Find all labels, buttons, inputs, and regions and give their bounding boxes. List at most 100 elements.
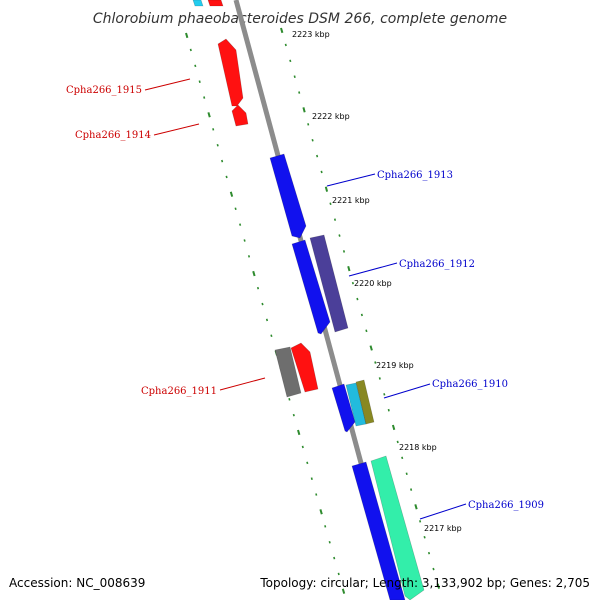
right-tick-0 — [280, 27, 284, 34]
connector-cpha266-1913 — [326, 173, 376, 187]
right-tick-11 — [329, 202, 332, 206]
left-tick-24 — [292, 413, 295, 417]
left-tick-27 — [306, 461, 309, 465]
gene-cpha266-1911-a[interactable] — [274, 346, 302, 398]
connector-cpha266-1914 — [153, 123, 200, 136]
left-tick-0 — [185, 32, 189, 39]
right-tick-5 — [302, 107, 306, 113]
left-tick-7 — [216, 143, 219, 147]
right-tick-34 — [432, 567, 435, 571]
left-tick-12 — [239, 223, 242, 226]
gene-cpha266-1910-a[interactable] — [331, 383, 356, 433]
right-tick-29 — [410, 488, 413, 491]
genome-summary-text: Topology: circular; Length: 3,133,902 bp… — [259, 576, 590, 590]
gene-cpha266-1909-a[interactable] — [351, 461, 406, 600]
right-tick-22 — [378, 377, 381, 380]
gene-cpha266-1915[interactable] — [217, 38, 244, 107]
left-tick-11 — [234, 207, 237, 211]
right-tick-19 — [365, 329, 368, 333]
left-tick-34 — [337, 572, 340, 576]
right-tick-4 — [298, 91, 301, 94]
feature-red-top[interactable] — [207, 0, 224, 7]
gene-label-cpha266-1911[interactable]: Cpha266_1911 — [141, 386, 217, 397]
gene-label-cpha266-1910[interactable]: Cpha266_1910 — [432, 379, 508, 390]
left-tick-32 — [328, 540, 331, 544]
right-tick-2 — [289, 59, 292, 63]
gene-label-cpha266-1912[interactable]: Cpha266_1912 — [399, 259, 475, 270]
left-tick-23 — [288, 397, 291, 401]
gene-label-cpha266-1913[interactable]: Cpha266_1913 — [377, 170, 453, 181]
left-tick-31 — [324, 525, 327, 528]
connector-cpha266-1915 — [144, 78, 191, 91]
right-tick-14 — [342, 250, 346, 253]
right-tick-27 — [401, 456, 404, 460]
connector-cpha266-1910 — [383, 383, 431, 399]
right-tick-9 — [320, 170, 323, 174]
right-tick-28 — [405, 472, 408, 476]
kbp-tick-2222: 2222 kbp — [312, 112, 350, 121]
left-tick-19 — [270, 334, 273, 338]
left-tick-15 — [252, 270, 256, 277]
right-tick-25 — [391, 424, 396, 431]
kbp-tick-2220: 2220 kbp — [354, 279, 392, 288]
right-tick-1 — [284, 43, 287, 47]
kbp-tick-2223: 2223 kbp — [292, 30, 330, 39]
right-tick-18 — [360, 313, 363, 317]
label-connectors — [144, 78, 467, 520]
accession-text: Accession: NC_008639 — [9, 576, 145, 590]
gene-cpha266-1912-a[interactable] — [291, 239, 331, 335]
kbp-tick-2221: 2221 kbp — [332, 196, 370, 205]
right-tick-17 — [356, 297, 359, 301]
right-tick-10 — [324, 186, 329, 192]
left-tick-29 — [315, 493, 318, 496]
right-tick-12 — [333, 218, 337, 221]
left-tick-14 — [247, 255, 251, 258]
gene-label-cpha266-1909[interactable]: Cpha266_1909 — [468, 500, 544, 511]
left-tick-30 — [319, 509, 323, 515]
left-tick-5 — [207, 112, 211, 118]
left-tick-17 — [261, 302, 264, 306]
gene-cpha266-1914[interactable] — [231, 104, 249, 127]
left-tick-18 — [265, 318, 269, 322]
left-tick-2 — [194, 64, 197, 68]
gene-cpha266-1910-c[interactable] — [355, 379, 375, 425]
left-tick-4 — [203, 96, 206, 99]
connector-cpha266-1911 — [219, 377, 266, 391]
kbp-tick-2217: 2217 kbp — [424, 524, 462, 533]
right-tick-6 — [307, 123, 310, 126]
connector-cpha266-1912 — [348, 262, 398, 277]
right-tick-21 — [374, 361, 377, 364]
feature-cyan-top[interactable] — [192, 0, 204, 7]
right-tick-24 — [387, 408, 390, 412]
gene-cpha266-1913[interactable] — [269, 153, 307, 239]
right-tick-16 — [351, 281, 354, 285]
right-tick-26 — [396, 440, 399, 444]
right-tick-23 — [383, 393, 386, 396]
gene-features — [192, 0, 425, 600]
right-tick-32 — [423, 535, 426, 539]
gene-label-cpha266-1915[interactable]: Cpha266_1915 — [66, 85, 142, 96]
left-tick-3 — [198, 80, 201, 84]
right-tick-35 — [436, 583, 441, 589]
left-tick-10 — [229, 191, 234, 197]
kbp-tick-2219: 2219 kbp — [376, 361, 414, 370]
right-tick-15 — [347, 265, 351, 272]
left-tick-8 — [221, 159, 224, 163]
left-tick-6 — [212, 128, 215, 131]
left-tick-28 — [310, 477, 313, 481]
gene-cpha266-1912-b[interactable] — [309, 234, 349, 333]
right-tick-7 — [311, 138, 314, 142]
gene-cpha266-1909-b[interactable] — [370, 455, 425, 600]
left-tick-13 — [243, 239, 246, 242]
kbp-tick-2218: 2218 kbp — [399, 443, 437, 452]
left-tick-26 — [301, 445, 304, 449]
right-tick-3 — [293, 75, 296, 79]
left-tick-35 — [341, 588, 346, 594]
left-tick-1 — [189, 48, 192, 52]
right-tick-30 — [414, 504, 418, 510]
gene-label-cpha266-1914[interactable]: Cpha266_1914 — [75, 130, 151, 141]
gene-cpha266-1911-b[interactable] — [290, 342, 319, 393]
right-tick-33 — [427, 551, 431, 555]
right-tick-8 — [316, 154, 319, 158]
